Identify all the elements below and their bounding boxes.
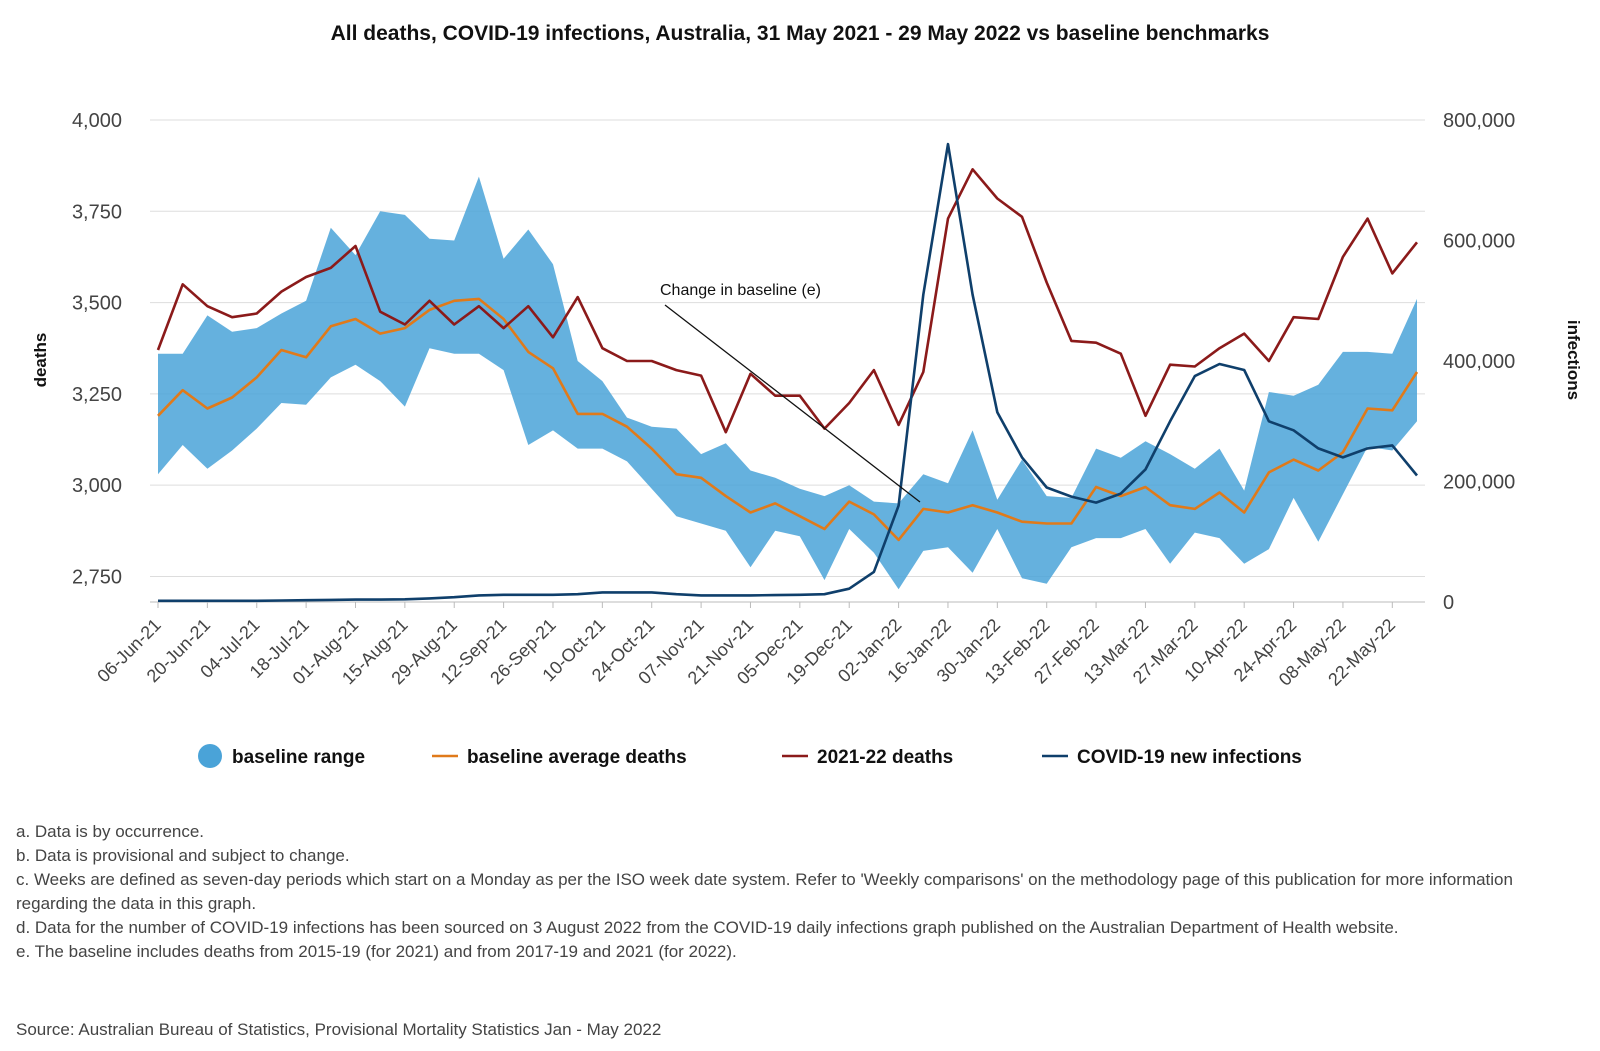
baseline-average-deaths-line	[157, 297, 1419, 542]
footnote-c: c. Weeks are defined as seven-day period…	[16, 870, 1513, 913]
y-tick-label: 2,750	[72, 566, 122, 588]
covid-19-new-infections-line	[158, 142, 1419, 603]
footnote-b: b. Data is provisional and subject to ch…	[16, 846, 350, 865]
baseline-change-annotation: Change in baseline (e)	[660, 282, 921, 503]
y-tick-label: 4,000	[72, 110, 122, 132]
annotation-pointer	[664, 304, 921, 503]
legend-label: baseline range	[232, 747, 365, 768]
source-note: Source: Australian Bureau of Statistics,…	[16, 1020, 662, 1039]
y2-tick-label: 0	[1443, 592, 1454, 614]
x-axis: 06-Jun-2120-Jun-2104-Jul-2118-Jul-2101-A…	[93, 602, 1399, 690]
chart-title: All deaths, COVID-19 infections, Austral…	[331, 22, 1270, 45]
y-axis-title: deaths	[31, 333, 50, 388]
y-axis-right: 0 200,000 400,000 600,000 800,000	[1443, 110, 1515, 614]
legend: baseline range baseline average deaths 202…	[198, 744, 1302, 768]
y-tick-label: 3,000	[72, 475, 122, 497]
footnote-a: a. Data is by occurrence.	[16, 822, 205, 841]
footnote-d: d. Data for the number of COVID-19 infec…	[16, 918, 1399, 937]
legend-label: 2021-22 deaths	[817, 747, 953, 768]
legend-swatch-baseline-range	[198, 744, 222, 768]
annotation-label: Change in baseline (e)	[660, 282, 821, 299]
y2-tick-label: 400,000	[1443, 351, 1515, 373]
baseline-range-band	[158, 176, 1417, 590]
y-tick-label: 3,750	[72, 201, 122, 223]
series-lines	[156, 142, 1419, 603]
footnote-e: e. The baseline includes deaths from 201…	[16, 942, 737, 961]
y-axis-left: 2,750 3,000 3,250 3,500 3,750 4,000	[72, 110, 122, 588]
y2-tick-label: 800,000	[1443, 110, 1515, 132]
legend-label: COVID-19 new infections	[1077, 747, 1302, 768]
y-tick-label: 3,500	[72, 293, 122, 315]
y-tick-label: 3,250	[72, 384, 122, 406]
footnotes: a. Data is by occurrence. b. Data is pro…	[16, 820, 1586, 964]
legend-label: baseline average deaths	[467, 747, 687, 768]
baseline-range-area	[158, 176, 1417, 590]
y2-tick-label: 200,000	[1443, 472, 1515, 494]
y2-axis-title: infections	[1564, 320, 1583, 400]
2021-22-deaths-line	[156, 168, 1419, 434]
chart: All deaths, COVID-19 infections, Austral…	[31, 22, 1583, 768]
y2-tick-label: 600,000	[1443, 231, 1515, 253]
